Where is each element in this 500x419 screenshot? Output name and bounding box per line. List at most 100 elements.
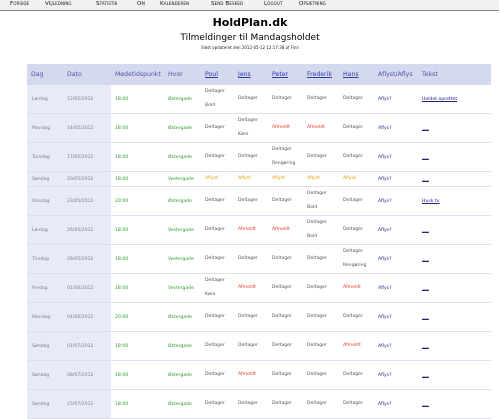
status-cell-poul[interactable]: Deltager [201,142,234,172]
status-cell-jens[interactable]: Deltager [234,302,268,332]
status-cell-hans[interactable]: Deltager [339,113,374,143]
status-cell-poul[interactable]: Deltager [201,389,234,419]
status-cell-jens[interactable]: Deltager [234,85,268,114]
status-cell-peter[interactable]: Deltager [268,360,303,390]
col-peter[interactable]: Peter [268,64,303,85]
status-cell-hans[interactable]: Deltager [339,360,374,390]
nav-send-besked[interactable]: Send Besked [211,1,244,7]
tekst-link[interactable]: ___ [422,372,429,378]
status-cell-jens[interactable]: Deltager [234,331,268,361]
status-cell-frederik[interactable]: Afmeldt [303,113,339,143]
status-cell-frederik[interactable]: Deltager [303,360,339,390]
status-cell-jens[interactable]: Afmeldt [234,215,268,245]
col-jens[interactable]: Jens [234,64,268,85]
status-cell-jens[interactable]: Deltager [234,389,268,419]
nav-logout[interactable]: Logout [264,1,283,7]
status-cell-frederik[interactable]: Deltager [303,302,339,332]
status-cell-jens[interactable]: Deltager [234,186,268,216]
status-cell-hans[interactable]: Deltager [339,186,374,216]
status-cell-jens[interactable]: Aflyst [234,171,268,187]
status-cell-peter[interactable]: Afmeldt [268,113,303,143]
col-frederik[interactable]: Frederik [303,64,339,85]
status-cell-hans[interactable]: Deltager [339,85,374,114]
status-cell-jens[interactable]: Deltager Køre [234,113,268,143]
aflys-link[interactable]: Aflys? [378,227,392,233]
tekst-link[interactable]: ___ [422,314,429,320]
aflys-link[interactable]: Aflys? [378,256,392,262]
tekst-link[interactable]: ___ [422,176,429,182]
status-cell-poul[interactable]: Deltager [201,360,234,390]
status-cell-hans[interactable]: Deltager [339,142,374,172]
status-cell-hans[interactable]: Deltager [339,215,374,245]
aflys-link[interactable]: Aflys? [378,176,392,182]
status-cell-peter[interactable]: Deltager [268,186,303,216]
nav-forside[interactable]: Forside [10,1,30,7]
status-cell-peter[interactable]: Deltager [268,331,303,361]
nav-vejledning[interactable]: Vejledning [45,1,72,7]
status-cell-poul[interactable]: Deltager Køre [201,273,234,303]
aflys-link[interactable]: Aflys? [378,372,392,378]
tekst-link[interactable]: Husk tv [422,198,440,204]
status-cell-poul[interactable]: Deltager [201,186,234,216]
status-cell-poul[interactable]: Deltager [201,113,234,143]
status-cell-hans[interactable]: Afmeldt [339,273,374,303]
nav-om[interactable]: Om [137,1,146,7]
aflys-link[interactable]: Aflys? [378,198,392,204]
status-cell-hans[interactable]: Deltager [339,302,374,332]
status-cell-hans[interactable]: Deltager [339,389,374,419]
tekst-link[interactable]: ___ [422,154,429,160]
status-cell-poul[interactable]: Aflyst [201,171,234,187]
col-poul[interactable]: Poul [201,64,234,85]
nav-statistik[interactable]: Statistik [96,1,118,7]
nav-opsaetning[interactable]: Opsætning [299,1,326,7]
aflys-link[interactable]: Aflys? [378,314,392,320]
tekst-link[interactable]: ___ [422,401,429,407]
status-cell-frederik[interactable]: Deltager Bold [303,215,339,245]
aflys-link[interactable]: Aflys? [378,285,392,291]
status-cell-hans[interactable]: Afmeldt [339,331,374,361]
status-cell-frederik[interactable]: Deltager [303,142,339,172]
status-cell-peter[interactable]: Deltager [268,389,303,419]
status-cell-poul[interactable]: Deltager [201,244,234,274]
tekst-link[interactable]: ___ [422,125,429,131]
aflys-link[interactable]: Aflys? [378,96,392,102]
status-cell-frederik[interactable]: Deltager [303,273,339,303]
tekst-link[interactable]: ___ [422,256,429,262]
status-cell-jens[interactable]: Afmeldt [234,273,268,303]
aflys-link[interactable]: Aflys? [378,401,392,407]
nav-kalenderen[interactable]: Kalenderen [160,1,190,7]
status-cell-hans[interactable]: Aflyst [339,171,374,187]
row-time: 18:00 [111,142,164,172]
tekst-link[interactable]: ___ [422,343,429,349]
aflys-link[interactable]: Aflys? [378,125,392,131]
status-cell-hans[interactable]: Deltager Rengøring [339,244,374,274]
status-cell-frederik[interactable]: Deltager Bold [303,186,339,216]
status-cell-peter[interactable]: Aflyst [268,171,303,187]
status-text: Afmeldt [272,227,290,232]
status-cell-peter[interactable]: Afmeldt [268,215,303,245]
status-cell-jens[interactable]: Deltager [234,244,268,274]
tekst-link[interactable]: ___ [422,227,429,233]
aflys-link[interactable]: Aflys? [378,154,392,160]
status-cell-poul[interactable]: Deltager [201,215,234,245]
col-hans[interactable]: Hans [339,64,374,85]
status-cell-frederik[interactable]: Deltager [303,389,339,419]
tekst-link[interactable]: Holdet oprettet [422,96,458,102]
status-cell-frederik[interactable]: Deltager [303,331,339,361]
status-cell-peter[interactable]: Deltager Rengøring [268,142,303,172]
status-cell-peter[interactable]: Deltager [268,302,303,332]
status-cell-poul[interactable]: Deltager Bold [201,85,234,114]
status-cell-jens[interactable]: Afmeldt [234,360,268,390]
tekst-link[interactable]: ___ [422,285,429,291]
status-cell-poul[interactable]: Deltager [201,331,234,361]
status-cell-peter[interactable]: Deltager [268,273,303,303]
status-cell-peter[interactable]: Deltager [268,85,303,114]
status-cell-frederik[interactable]: Aflyst [303,171,339,187]
status-cell-peter[interactable]: Deltager [268,244,303,274]
status-cell-jens[interactable]: Deltager [234,142,268,172]
status-cell-frederik[interactable]: Deltager [303,244,339,274]
status-cell-frederik[interactable]: Deltager [303,85,339,114]
aflys-link[interactable]: Aflys? [378,343,392,349]
status-cell-poul[interactable]: Deltager [201,302,234,332]
row-time: 18:00 [111,215,164,245]
